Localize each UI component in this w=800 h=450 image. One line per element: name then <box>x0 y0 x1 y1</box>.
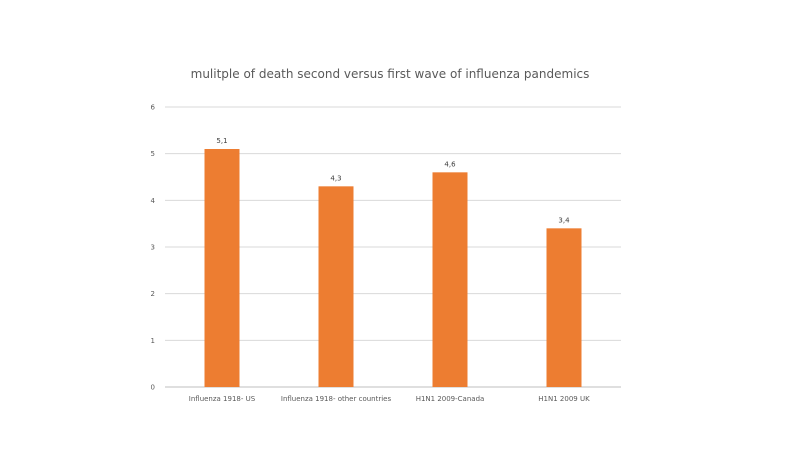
x-axis-categories: Influenza 1918- US Influenza 1918- other … <box>189 395 590 403</box>
y-tick-label: 0 <box>151 384 155 392</box>
data-label: 4,3 <box>330 174 341 182</box>
category-label: H1N1 2009 UK <box>538 395 590 403</box>
bars <box>204 149 582 387</box>
y-tick-label: 6 <box>151 104 156 112</box>
chart-title: mulitple of death second versus first wa… <box>190 67 590 81</box>
y-tick-label: 3 <box>151 244 155 252</box>
grid-layer <box>165 106 621 388</box>
bar <box>204 149 240 387</box>
y-tick-label: 4 <box>151 197 156 205</box>
data-label: 3,4 <box>558 216 570 224</box>
bar <box>546 228 582 387</box>
y-tick-label: 2 <box>151 290 155 298</box>
y-tick-label: 5 <box>151 150 155 158</box>
data-label: 4,6 <box>444 160 456 168</box>
category-label: H1N1 2009-Canada <box>416 395 485 403</box>
data-labels: 5,1 4,3 4,6 3,4 <box>216 137 570 224</box>
y-tick-label: 1 <box>151 337 155 345</box>
y-axis-ticks: 0 1 2 3 4 5 6 <box>151 104 156 392</box>
category-label: Influenza 1918- other countries <box>281 395 392 403</box>
bar <box>318 186 354 387</box>
category-label: Influenza 1918- US <box>189 395 256 403</box>
data-label: 5,1 <box>216 137 227 145</box>
bar <box>432 172 468 387</box>
